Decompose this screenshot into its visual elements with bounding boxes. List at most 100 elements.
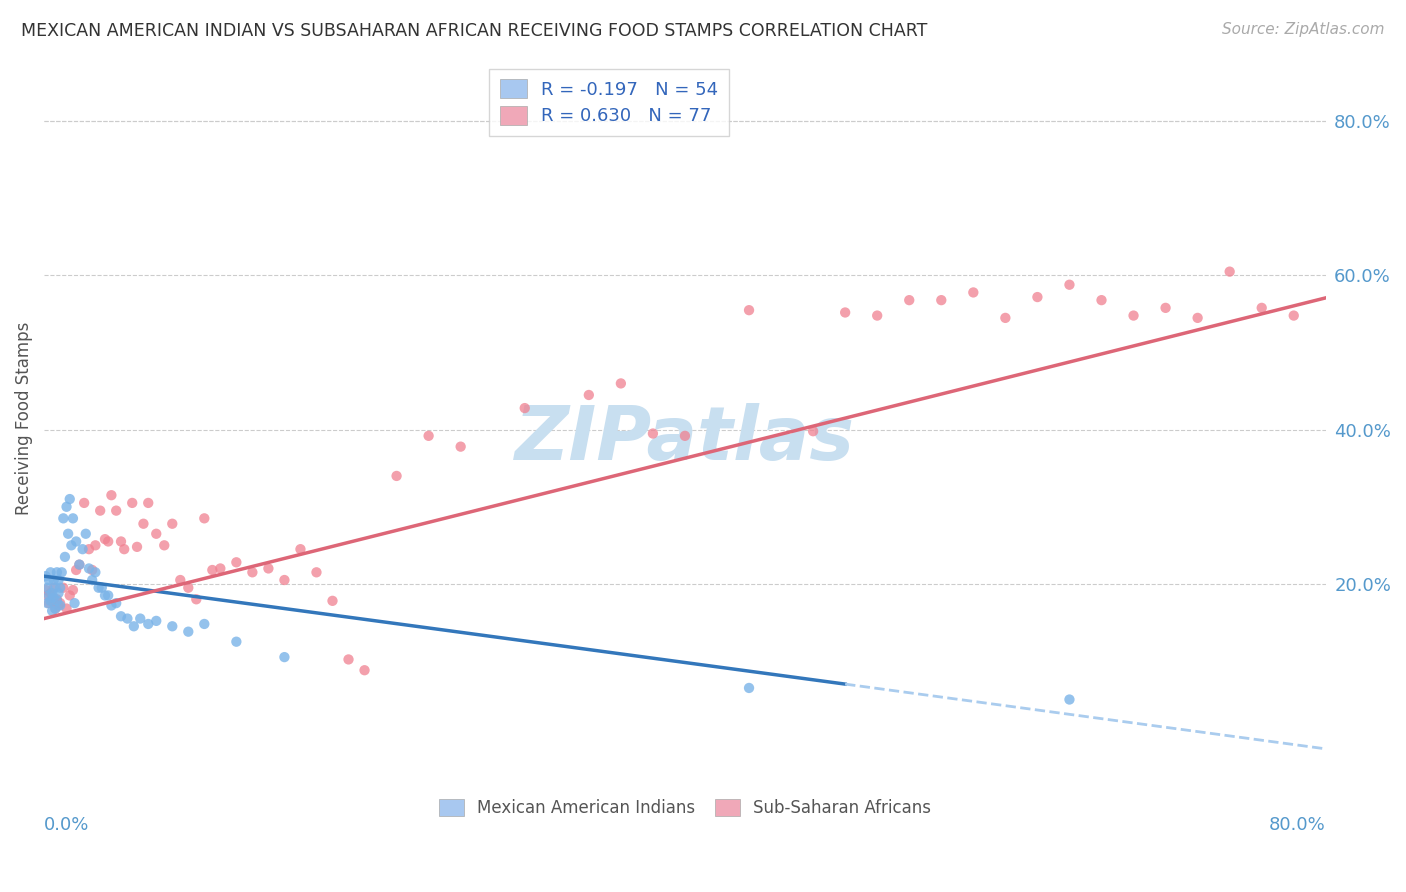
- Point: [39, 566, 62, 580]
- Point: [641, 426, 664, 441]
- Point: [37, 581, 59, 595]
- Point: [84, 566, 107, 580]
- Point: [75, 526, 97, 541]
- Point: [77, 542, 100, 557]
- Text: 80.0%: 80.0%: [1270, 816, 1326, 834]
- Point: [39, 594, 62, 608]
- Point: [1219, 265, 1241, 279]
- Point: [100, 599, 122, 613]
- Point: [450, 440, 472, 454]
- Point: [193, 511, 215, 525]
- Point: [49, 599, 72, 613]
- Point: [169, 573, 191, 587]
- Point: [201, 563, 224, 577]
- Point: [1059, 692, 1081, 706]
- Point: [273, 650, 295, 665]
- Point: [117, 611, 139, 625]
- Point: [1187, 310, 1209, 325]
- Point: [97, 534, 120, 549]
- Point: [44, 601, 66, 615]
- Point: [100, 488, 122, 502]
- Point: [177, 581, 200, 595]
- Point: [145, 526, 167, 541]
- Legend: R = -0.197   N = 54, R = 0.630   N = 77: R = -0.197 N = 54, R = 0.630 N = 77: [489, 69, 730, 136]
- Point: [321, 594, 343, 608]
- Point: [801, 424, 824, 438]
- Y-axis label: Receiving Food Stamps: Receiving Food Stamps: [15, 321, 32, 515]
- Point: [122, 619, 145, 633]
- Point: [48, 573, 70, 587]
- Point: [162, 516, 184, 531]
- Point: [418, 429, 440, 443]
- Point: [42, 581, 65, 595]
- Point: [52, 581, 75, 595]
- Point: [38, 596, 60, 610]
- Point: [84, 538, 107, 552]
- Point: [94, 532, 117, 546]
- Point: [866, 309, 889, 323]
- Point: [59, 589, 82, 603]
- Point: [63, 596, 86, 610]
- Point: [87, 581, 110, 595]
- Point: [41, 586, 63, 600]
- Point: [77, 561, 100, 575]
- Point: [37, 589, 59, 603]
- Point: [132, 516, 155, 531]
- Point: [48, 599, 70, 613]
- Point: [67, 558, 90, 572]
- Point: [1154, 301, 1177, 315]
- Point: [89, 503, 111, 517]
- Point: [162, 619, 184, 633]
- Point: [257, 561, 280, 575]
- Point: [112, 542, 135, 557]
- Point: [578, 388, 600, 402]
- Point: [45, 594, 67, 608]
- Point: [48, 586, 70, 600]
- Point: [38, 573, 60, 587]
- Point: [82, 563, 104, 577]
- Point: [105, 503, 128, 517]
- Point: [55, 601, 77, 615]
- Point: [41, 594, 63, 608]
- Point: [353, 663, 375, 677]
- Point: [125, 540, 148, 554]
- Point: [51, 566, 73, 580]
- Point: [136, 617, 159, 632]
- Point: [1250, 301, 1272, 315]
- Text: 0.0%: 0.0%: [44, 816, 90, 834]
- Point: [136, 496, 159, 510]
- Point: [898, 293, 921, 307]
- Point: [55, 500, 77, 514]
- Text: ZIPatlas: ZIPatlas: [515, 403, 855, 476]
- Point: [82, 573, 104, 587]
- Point: [49, 596, 72, 610]
- Point: [49, 581, 72, 595]
- Point: [153, 538, 176, 552]
- Point: [94, 589, 117, 603]
- Point: [129, 611, 152, 625]
- Point: [1282, 309, 1305, 323]
- Point: [44, 601, 66, 615]
- Point: [1122, 309, 1144, 323]
- Point: [738, 681, 761, 695]
- Point: [90, 581, 112, 595]
- Point: [290, 542, 312, 557]
- Point: [59, 491, 82, 506]
- Point: [385, 469, 408, 483]
- Point: [65, 563, 87, 577]
- Point: [193, 617, 215, 632]
- Point: [1026, 290, 1049, 304]
- Point: [37, 596, 59, 610]
- Point: [110, 534, 132, 549]
- Point: [225, 555, 247, 569]
- Point: [42, 573, 65, 587]
- Point: [105, 596, 128, 610]
- Point: [72, 542, 94, 557]
- Point: [35, 569, 58, 583]
- Point: [67, 558, 90, 572]
- Point: [62, 511, 84, 525]
- Point: [45, 566, 67, 580]
- Text: MEXICAN AMERICAN INDIAN VS SUBSAHARAN AFRICAN RECEIVING FOOD STAMPS CORRELATION : MEXICAN AMERICAN INDIAN VS SUBSAHARAN AF…: [21, 22, 928, 40]
- Point: [1090, 293, 1112, 307]
- Point: [52, 511, 75, 525]
